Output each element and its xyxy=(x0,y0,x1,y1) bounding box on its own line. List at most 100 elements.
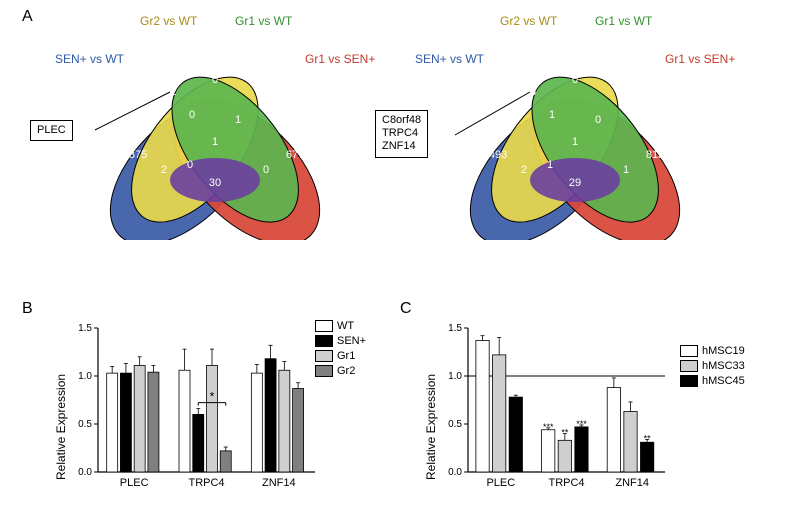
bar xyxy=(509,397,522,472)
bar xyxy=(607,388,620,472)
venn-left-num-byg: 0 xyxy=(189,109,195,121)
svg-text:PLEC: PLEC xyxy=(120,477,149,489)
venn-right-callout-line-2: TRPC4 xyxy=(382,127,421,140)
venn-left-num-ygr: 1 xyxy=(235,114,241,126)
svg-text:TRPC4: TRPC4 xyxy=(548,477,584,489)
venn-right-label-yellow: Gr2 vs WT xyxy=(500,14,557,28)
venn-right-label-red: Gr1 vs SEN+ xyxy=(665,52,735,66)
svg-text:**: ** xyxy=(561,428,569,438)
bar xyxy=(107,373,118,472)
panel-c-chart: 0.00.51.01.5PLECTRPC4ZNF14********** Rel… xyxy=(430,310,670,500)
bar xyxy=(558,440,571,472)
venn-right-num-green-red: 7 xyxy=(623,94,629,106)
bar xyxy=(120,373,131,472)
venn-left-num-blue-yellow: 1 xyxy=(170,86,176,98)
panel-c-label: C xyxy=(400,300,412,318)
bar xyxy=(476,340,489,472)
svg-text:ZNF14: ZNF14 xyxy=(615,477,649,489)
venn-right-callout-line-3: ZNF14 xyxy=(382,140,421,153)
bar xyxy=(207,365,218,472)
panel-c-legend: hMSC19 hMSC33 hMSC45 xyxy=(680,345,745,390)
panel-b-chart: 0.00.51.01.5PLECTRPC4ZNF14* Relative Exp… xyxy=(60,310,320,500)
svg-text:*: * xyxy=(210,390,215,404)
venn-left-callout-box: PLEC xyxy=(30,120,73,141)
venn-left: SEN+ vs WT Gr2 vs WT Gr1 vs WT Gr1 vs SE… xyxy=(60,10,360,230)
svg-text:1.0: 1.0 xyxy=(78,371,92,382)
legend-label: hMSC45 xyxy=(702,375,745,387)
bar xyxy=(279,370,290,472)
bar xyxy=(251,373,262,472)
legend-item: Gr1 xyxy=(315,350,366,362)
venn-left-label-blue: SEN+ vs WT xyxy=(55,52,124,66)
venn-right-label-blue: SEN+ vs WT xyxy=(415,52,484,66)
venn-right-num-ygr: 0 xyxy=(595,114,601,126)
legend-swatch xyxy=(680,375,698,387)
legend-label: hMSC19 xyxy=(702,345,745,357)
legend-swatch xyxy=(315,350,333,362)
venn-left-num-blue-only: 2375 xyxy=(123,149,147,161)
venn-left-num-yellow-only: 2 xyxy=(192,54,198,66)
bar xyxy=(293,388,304,472)
bar xyxy=(265,359,276,472)
legend-item: Gr2 xyxy=(315,365,366,377)
bar xyxy=(575,427,588,472)
svg-text:0.0: 0.0 xyxy=(78,467,92,478)
svg-text:***: *** xyxy=(576,419,587,429)
panel-a-label: A xyxy=(22,8,33,26)
legend-label: hMSC33 xyxy=(702,360,745,372)
venn-left-num-center: 1 xyxy=(212,136,218,148)
svg-text:1.5: 1.5 xyxy=(448,323,462,334)
venn-right: SEN+ vs WT Gr2 vs WT Gr1 vs WT Gr1 vs SE… xyxy=(420,10,720,230)
venn-left-label-yellow: Gr2 vs WT xyxy=(140,14,197,28)
venn-right-num-byr: 1 xyxy=(547,159,553,171)
venn-left-label-red: Gr1 vs SEN+ xyxy=(305,52,375,66)
legend-swatch xyxy=(680,345,698,357)
bar xyxy=(193,414,204,472)
panel-b-ylabel: Relative Expression xyxy=(54,374,68,480)
venn-left-num-yellow-green: 0 xyxy=(212,74,218,86)
legend-swatch xyxy=(680,360,698,372)
svg-text:1.5: 1.5 xyxy=(78,323,92,334)
svg-text:**: ** xyxy=(644,433,652,443)
venn-right-num-blue-only: 2493 xyxy=(483,149,507,161)
venn-left-svg xyxy=(60,10,370,240)
venn-right-num-center: 1 xyxy=(572,136,578,148)
bar xyxy=(640,442,653,472)
bar xyxy=(493,355,506,472)
legend-label: Gr1 xyxy=(337,350,355,362)
svg-text:1.0: 1.0 xyxy=(448,371,462,382)
legend-swatch xyxy=(315,320,333,332)
svg-text:PLEC: PLEC xyxy=(486,477,515,489)
panel-b-legend: WT SEN+ Gr1 Gr2 xyxy=(315,320,366,380)
venn-right-num-yellow-green: 0 xyxy=(572,74,578,86)
svg-text:0.5: 0.5 xyxy=(78,419,92,430)
venn-right-num-blue-green-outer: 2 xyxy=(521,164,527,176)
figure-root: A SEN+ vs WT Gr2 vs WT Gr1 vs WT Gr1 vs … xyxy=(0,0,800,524)
bar xyxy=(624,412,637,472)
panel-b-svg: 0.00.51.01.5PLECTRPC4ZNF14* xyxy=(60,310,320,500)
legend-label: Gr2 xyxy=(337,365,355,377)
venn-left-num-blue-green-outer: 2 xyxy=(161,164,167,176)
venn-right-callout-line-1: C8orf48 xyxy=(382,114,421,127)
legend-item: hMSC19 xyxy=(680,345,745,357)
venn-left-callout-line-1: PLEC xyxy=(37,124,66,137)
venn-right-num-green-only: 1 xyxy=(604,59,610,71)
panel-b-label: B xyxy=(22,300,33,318)
venn-left-num-byr: 0 xyxy=(187,159,193,171)
legend-label: SEN+ xyxy=(337,335,366,347)
bar xyxy=(179,370,190,472)
venn-right-num-red-only: 813 xyxy=(646,149,664,161)
legend-item: SEN+ xyxy=(315,335,366,347)
venn-left-num-green-only: 0 xyxy=(244,59,250,71)
panel-c-svg: 0.00.51.01.5PLECTRPC4ZNF14********** xyxy=(430,310,670,500)
svg-text:ZNF14: ZNF14 xyxy=(262,477,296,489)
venn-right-callout-box: C8orf48 TRPC4 ZNF14 xyxy=(375,110,428,158)
venn-left-num-yellow-red-outer: 0 xyxy=(263,164,269,176)
venn-left-num-bgr: 30 xyxy=(209,177,221,189)
venn-right-svg xyxy=(420,10,730,240)
bar xyxy=(542,430,555,472)
legend-swatch xyxy=(315,335,333,347)
venn-left-num-green-red: 14 xyxy=(260,94,272,106)
bar xyxy=(148,372,159,472)
legend-item: WT xyxy=(315,320,366,332)
